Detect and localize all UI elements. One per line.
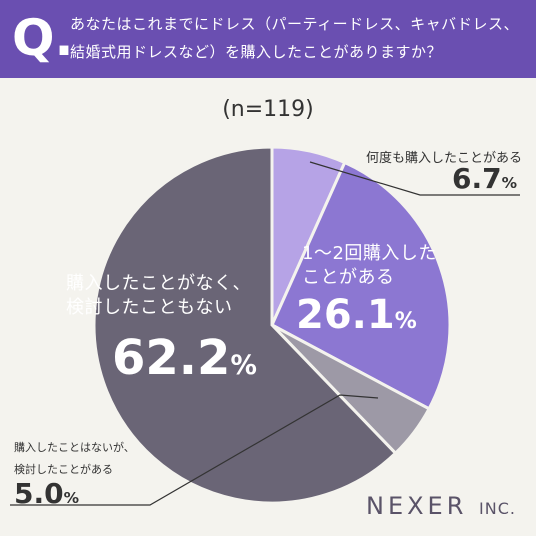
brand-logo: NEXER INC. <box>366 492 516 520</box>
slice-2-label: 1〜2回購入した ことがある <box>302 242 437 290</box>
slice-2-label-line-1: 1〜2回購入した <box>302 243 437 264</box>
slice-3-label-line-2: 検討したことがある <box>14 463 113 476</box>
slice-3-unit: % <box>63 489 80 507</box>
slice-3-label: 購入したことはないが、 検討したことがある <box>14 437 135 481</box>
leader-line-slice-3 <box>10 394 379 506</box>
slice-4-label: 購入したことがなく、 検討したこともない <box>66 272 251 320</box>
slice-1-unit: % <box>501 174 518 192</box>
brand-name: NEXER <box>366 492 468 520</box>
slice-4-value-number: 62.2 <box>112 330 231 386</box>
leader-line-slice-1 <box>309 161 520 196</box>
slice-1-label: 何度も購入したことがある <box>366 151 523 166</box>
question-header: Q. あなたはこれまでにドレス（パーティードレス、キャバドレス、 結婚式用ドレス… <box>0 0 536 78</box>
slice-3-label-line-1: 購入したことはないが、 <box>14 441 135 454</box>
slice-1-value-number: 6.7 <box>452 162 502 195</box>
slice-2-unit: % <box>394 309 417 334</box>
slice-3-value: 5.0% <box>14 477 79 510</box>
slice-4-value: 62.2% <box>112 330 257 386</box>
slice-1-value: 6.7% <box>452 162 517 195</box>
question-mark: Q. <box>12 9 74 67</box>
slice-3-value-number: 5.0 <box>14 477 64 510</box>
question-line-2: 結婚式用ドレスなど）を購入したことがありますか？ <box>70 43 443 61</box>
slice-4-label-line-2: 検討したこともない <box>66 297 233 318</box>
slice-4-label-line-1: 購入したことがなく、 <box>66 273 251 294</box>
question-line-1: あなたはこれまでにドレス（パーティードレス、キャバドレス、 <box>70 15 520 33</box>
sample-size: (n=119) <box>222 97 314 122</box>
slice-2-value-number: 26.1 <box>296 292 395 338</box>
question-text: あなたはこれまでにドレス（パーティードレス、キャバドレス、 結婚式用ドレスなど）… <box>70 10 530 66</box>
pie-slices <box>92 145 452 505</box>
brand-suffix: INC. <box>479 499 516 518</box>
slice-2-label-line-2: ことがある <box>302 267 395 288</box>
slice-4-unit: % <box>230 350 257 381</box>
pie-slice-4 <box>92 145 398 505</box>
slice-2-value: 26.1% <box>296 292 417 338</box>
leader-lines <box>10 161 520 506</box>
